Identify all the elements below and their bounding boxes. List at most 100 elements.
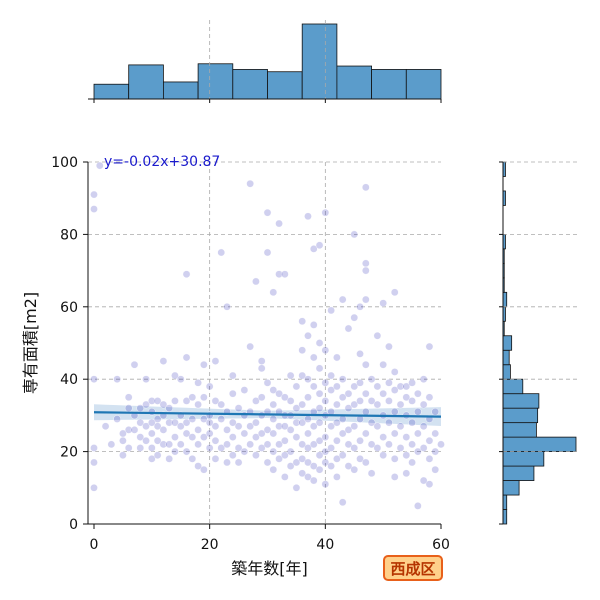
data-point xyxy=(344,440,353,449)
data-point xyxy=(315,389,324,398)
data-point xyxy=(333,418,341,427)
data-point xyxy=(373,400,382,409)
data-point xyxy=(292,382,301,391)
data-point xyxy=(309,321,318,329)
data-point xyxy=(263,440,272,449)
data-point xyxy=(304,331,312,340)
data-point xyxy=(223,302,231,311)
data-point xyxy=(205,382,214,391)
grid-lines xyxy=(88,161,441,524)
right-hist-bar xyxy=(502,509,508,525)
data-point xyxy=(171,433,179,441)
data-point xyxy=(171,418,179,427)
data-point xyxy=(252,397,260,405)
data-point xyxy=(246,342,254,351)
data-point xyxy=(338,295,347,304)
data-point xyxy=(333,473,341,481)
data-point xyxy=(362,389,370,398)
data-point xyxy=(315,436,324,445)
data-point xyxy=(194,379,202,387)
data-point xyxy=(333,436,341,445)
data-point xyxy=(425,436,434,445)
data-point xyxy=(298,455,307,463)
data-point xyxy=(304,444,312,452)
data-point xyxy=(292,418,301,427)
right-hist-bar xyxy=(502,451,545,467)
right-hist-bar xyxy=(502,378,524,395)
data-point xyxy=(414,447,422,456)
data-point xyxy=(136,433,145,441)
data-point xyxy=(90,375,98,384)
data-point xyxy=(350,422,359,431)
data-point xyxy=(350,382,359,391)
data-point xyxy=(338,429,347,438)
x-tick-label: 0 xyxy=(90,537,99,553)
data-point xyxy=(240,447,249,456)
data-point xyxy=(350,444,359,452)
data-point xyxy=(315,451,324,460)
data-point xyxy=(124,393,133,402)
data-point xyxy=(153,422,162,431)
data-point xyxy=(402,433,411,441)
data-point xyxy=(431,429,440,438)
data-point xyxy=(130,426,139,434)
axes: 0 20 40 60 0 20 40 60 80 100 xyxy=(51,155,450,553)
data-point xyxy=(200,360,208,369)
data-point xyxy=(408,440,416,449)
data-point xyxy=(350,465,359,474)
data-point xyxy=(159,440,168,449)
data-point xyxy=(292,433,301,441)
data-point xyxy=(425,342,434,351)
x-tick-label: 20 xyxy=(201,537,219,553)
data-point xyxy=(425,480,434,488)
data-point xyxy=(200,393,208,402)
region-badge: 西成区 xyxy=(383,555,443,581)
data-point xyxy=(338,415,347,423)
top-hist-bar xyxy=(128,64,164,100)
data-point xyxy=(275,440,283,449)
data-point xyxy=(182,353,191,362)
data-point xyxy=(321,458,330,467)
data-point xyxy=(153,451,162,460)
data-point xyxy=(90,205,98,213)
data-point xyxy=(281,270,289,279)
data-point xyxy=(217,248,226,257)
data-point xyxy=(217,415,226,423)
data-point xyxy=(113,375,121,384)
right-hist-bar xyxy=(502,422,537,438)
data-point xyxy=(269,288,278,297)
top-hist-bar xyxy=(371,69,407,100)
data-point xyxy=(402,469,411,478)
data-point xyxy=(298,418,307,427)
data-point xyxy=(309,382,318,391)
data-point xyxy=(124,426,133,434)
data-point xyxy=(298,317,307,326)
y-tick-label: 40 xyxy=(60,372,78,388)
data-point xyxy=(367,397,376,405)
data-point xyxy=(281,436,289,445)
data-point xyxy=(281,393,289,402)
data-point xyxy=(211,455,220,463)
right-hist-bar xyxy=(502,349,510,366)
data-point xyxy=(217,444,226,452)
data-point xyxy=(419,375,428,384)
data-point xyxy=(234,444,243,452)
data-point xyxy=(309,462,318,470)
top-hist-bar xyxy=(93,83,130,100)
data-point xyxy=(321,447,330,456)
data-point xyxy=(176,375,185,384)
right-hist-bar xyxy=(502,436,577,452)
data-point xyxy=(419,444,428,452)
data-point xyxy=(257,429,266,438)
data-point xyxy=(200,433,208,441)
data-point xyxy=(408,418,416,427)
data-point xyxy=(228,389,237,398)
data-point xyxy=(309,476,318,485)
data-point xyxy=(414,389,422,398)
data-point xyxy=(367,418,376,427)
right-hist-bar xyxy=(502,494,508,510)
data-point xyxy=(257,393,266,402)
top-hist-bar xyxy=(301,23,338,100)
data-point xyxy=(257,444,266,452)
data-point xyxy=(396,422,405,431)
